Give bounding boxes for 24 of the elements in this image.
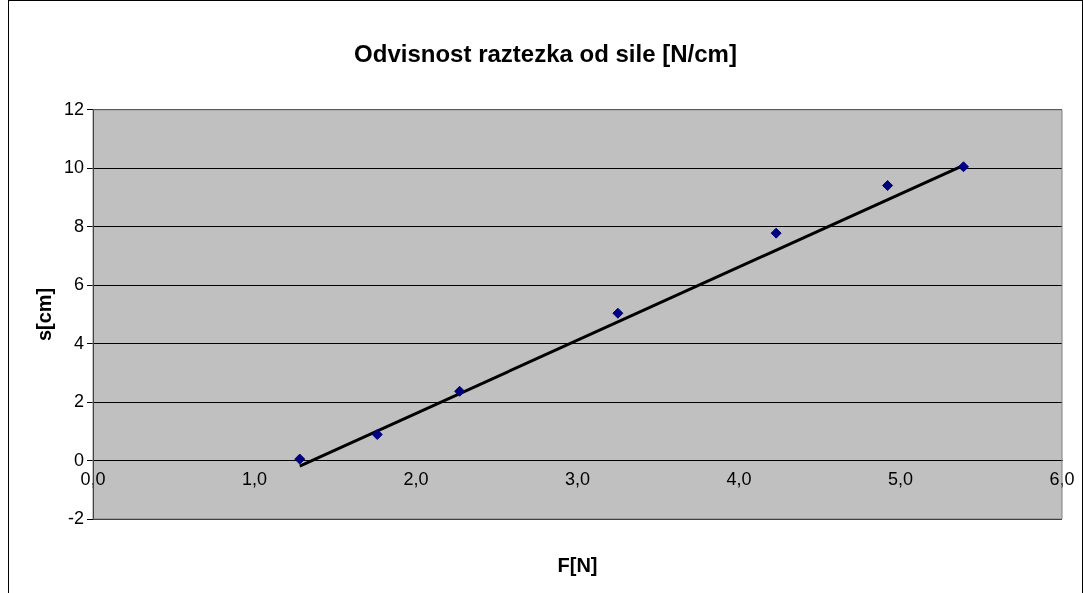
y-tick-label: 12 [63,98,85,119]
point [770,227,782,239]
point [612,307,624,319]
chart-title: Odvisnost raztezka od sile [N/cm] [354,40,737,68]
point [294,453,306,465]
point [957,161,969,173]
point [371,429,383,441]
x-tick-label: 2,0 [403,469,429,490]
y-tick-label: 6 [74,274,85,295]
x-tick-label: 6,0 [1049,469,1075,490]
point [454,385,466,397]
x-tick-label: 3,0 [565,469,591,490]
y-tick-label: 10 [63,157,85,178]
y-tick-label: 2 [74,391,85,412]
y-tick-label: 0 [74,449,85,470]
y-tick-label: 4 [74,332,85,353]
point [882,180,894,191]
y-tick-label: 8 [74,215,85,236]
x-tick-label: 4,0 [726,469,752,490]
x-axis-title: F[N] [557,553,598,576]
x-tick-label: 5,0 [887,469,914,490]
y-axis-title: s[cm] [32,287,55,342]
x-tick-label: 1,0 [242,469,268,490]
y-tick-label: -2 [68,507,85,528]
